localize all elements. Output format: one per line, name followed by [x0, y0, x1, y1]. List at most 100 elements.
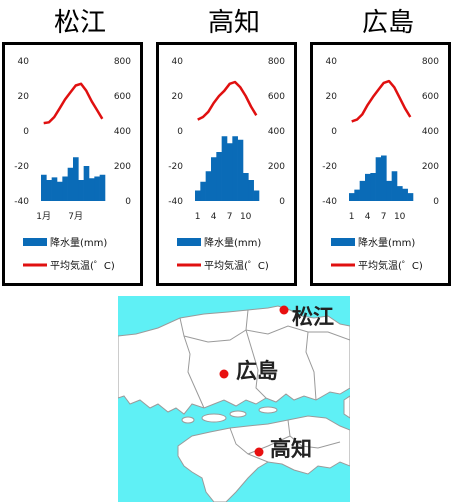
map-label-kochi: 高知 — [270, 437, 312, 461]
precipitation-bar — [407, 193, 414, 201]
y-right-tick-label: 800 — [422, 57, 439, 67]
legend-label-precipitation: 降水量(mm) — [358, 236, 415, 249]
y-right-tick-label: 400 — [114, 127, 131, 137]
y-left-tick-label: -40 — [14, 197, 29, 207]
map-label-matsue: 松江 — [292, 305, 334, 329]
x-tick-label: 7 — [381, 212, 387, 222]
precipitation-bar — [94, 176, 100, 201]
precipitation-bar — [89, 178, 95, 201]
y-right-tick-label: 800 — [114, 57, 131, 67]
precipitation-bar — [51, 177, 58, 201]
precipitation-bar — [78, 180, 84, 201]
prefecture-border-5 — [229, 427, 269, 463]
x-tick-label: 1 — [349, 212, 355, 222]
precipitation-bar — [73, 157, 79, 201]
island-3 — [258, 406, 278, 414]
x-tick-label: 10 — [394, 212, 406, 222]
y-right-tick-label: 600 — [114, 92, 131, 102]
y-right-tick-label: 400 — [422, 127, 439, 137]
climate-chart-kochi: 40 20 0 -20 -40 800 600 400 200 0 1 4 7 10 降水量(mm) 平均気温… — [156, 42, 297, 286]
legend-label-temperature: 平均気温(゜C) — [50, 259, 115, 272]
x-tick-label: 4 — [211, 212, 217, 222]
legend-label-temperature: 平均気温(゜C) — [358, 259, 423, 272]
temperature-line — [197, 80, 258, 121]
y-left-tick-label: 40 — [18, 57, 30, 67]
precipitation-bars — [41, 157, 106, 201]
precipitation-bar — [227, 143, 233, 201]
y-left-tick-label: 40 — [326, 57, 338, 67]
precipitation-bar — [200, 181, 206, 201]
legend-swatch-precipitation — [177, 238, 201, 246]
precipitation-bar — [62, 176, 68, 201]
x-tick-label: 1月 — [36, 211, 51, 222]
legend-label-precipitation: 降水量(mm) — [50, 236, 107, 249]
y-right-tick-label: 200 — [268, 162, 285, 172]
chart-title-matsue: 松江 — [53, 8, 106, 38]
precipitation-bar — [370, 173, 376, 201]
legend-swatch-precipitation — [331, 238, 355, 246]
shikoku-landmass — [177, 415, 350, 502]
city-dot-matsue — [279, 305, 289, 315]
precipitation-bars — [349, 155, 414, 201]
y-right-tick-label: 200 — [422, 162, 439, 172]
y-right-tick-label: 200 — [114, 162, 131, 172]
precipitation-bar — [354, 189, 360, 201]
island-2 — [229, 410, 247, 418]
y-left-tick-label: 40 — [172, 57, 184, 67]
precipitation-bar — [216, 152, 222, 201]
y-right-tick-label: 400 — [268, 127, 285, 137]
precipitation-bar — [83, 166, 90, 201]
y-left-tick-label: 20 — [172, 92, 184, 102]
precipitation-bar — [67, 167, 74, 201]
climate-chart-matsue: 40 20 0 -20 -40 800 600 400 200 0 1月 7月 降水量(mm) 平均気温(… — [2, 42, 143, 286]
precipitation-bar — [99, 174, 106, 201]
precipitation-bar — [253, 190, 260, 201]
island-4 — [181, 416, 195, 424]
precipitation-bar — [211, 157, 217, 201]
prefecture-border-4 — [305, 331, 317, 401]
precipitation-bar — [365, 173, 371, 201]
legend-label-temperature: 平均気温(゜C) — [204, 259, 269, 272]
region-map: 松江 広島 高知 — [118, 296, 350, 502]
map-label-hiroshima: 広島 — [236, 359, 278, 383]
precipitation-bar — [195, 190, 201, 201]
legend-swatch-precipitation — [23, 238, 47, 246]
temperature-line — [351, 79, 412, 123]
x-tick-label: 10 — [240, 212, 252, 222]
y-left-tick-label: 20 — [326, 92, 338, 102]
y-left-tick-label: 0 — [331, 127, 337, 137]
chart-title-kochi: 高知 — [207, 8, 260, 38]
precipitation-bar — [381, 155, 387, 201]
chugoku-landmass — [118, 305, 350, 415]
precipitation-bar — [205, 171, 212, 201]
chart-title-hiroshima: 広島 — [361, 8, 414, 38]
y-left-tick-label: -40 — [322, 197, 337, 207]
precipitation-bars — [195, 136, 260, 201]
y-left-tick-label: -20 — [168, 162, 183, 172]
precipitation-bar — [46, 180, 52, 201]
y-right-tick-label: 0 — [125, 197, 131, 207]
precipitation-bar — [375, 157, 382, 201]
precipitation-bar — [402, 188, 408, 201]
y-left-tick-label: 20 — [18, 92, 30, 102]
city-dot-hiroshima — [219, 369, 229, 379]
y-right-tick-label: 600 — [422, 92, 439, 102]
x-tick-label: 7 — [227, 212, 233, 222]
precipitation-bar — [57, 181, 63, 201]
precipitation-bar — [391, 171, 398, 201]
prefecture-border-6 — [287, 419, 341, 449]
y-right-tick-label: 600 — [268, 92, 285, 102]
y-left-tick-label: 0 — [177, 127, 183, 137]
precipitation-bar — [221, 136, 228, 201]
temperature-line — [43, 82, 104, 125]
y-right-tick-label: 800 — [268, 57, 285, 67]
y-left-tick-label: -20 — [322, 162, 337, 172]
precipitation-bar — [237, 139, 244, 201]
precipitation-bar — [248, 180, 254, 201]
prefecture-border-2 — [245, 309, 267, 399]
x-tick-label: 4 — [365, 212, 371, 222]
climate-chart-hiroshima: 40 20 0 -20 -40 800 600 400 200 0 1 4 7 10 降水量(mm) 平均気温… — [310, 42, 451, 286]
x-tick-label: 1 — [195, 212, 201, 222]
